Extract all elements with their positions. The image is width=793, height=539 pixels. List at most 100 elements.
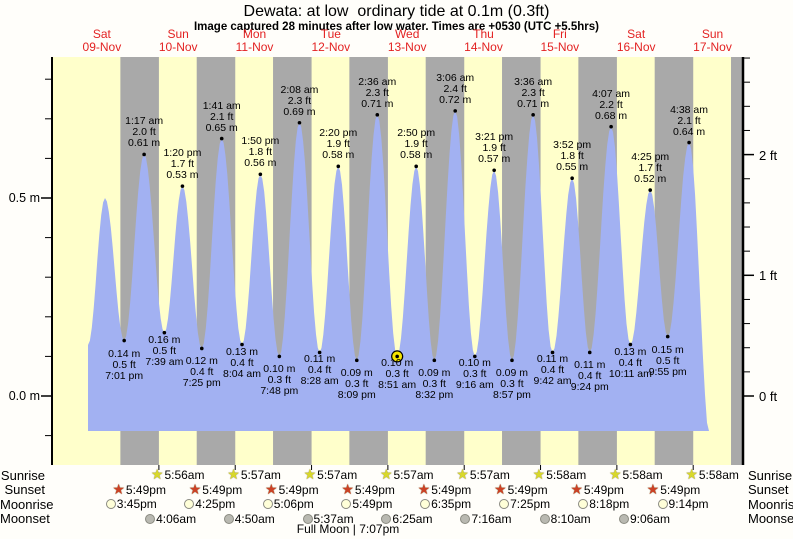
moonset-event: 6:25am [381,512,432,526]
moonrise-time: 9:14pm [668,497,709,511]
sunset-time: 5:49pm [660,482,701,497]
annotation-line: 0.3 ft [500,378,524,391]
moonset-moon-icon [381,513,392,524]
day-date: 15-Nov [540,40,580,54]
high-tide-dot [453,109,458,113]
low-tide-annotation: 0.14 m 0.5 ft 7:01 pm [82,348,166,382]
low-tide-annotation: 0.11 m 0.4 ft 9:42 am [511,354,595,387]
sunrise-star-icon: ★ [608,466,622,482]
annotation-line: 1.9 ft [404,138,428,151]
high-tide-annotation: 2:20 pm 1.9 ft 0.58 m [296,128,380,161]
annotation-line: 2.3 ft [287,94,312,107]
annotation-line: 8:32 pm [415,389,454,402]
annotation-line: 1.7 ft [170,158,195,171]
annotation-line: 0.09 m [418,367,451,380]
annotation-line: 0.55 m [556,161,589,174]
low-tide-annotation: 0.09 m 0.3 ft 8:09 pm [315,368,399,401]
low-tide-dot [199,346,204,351]
sunset-star-icon: ★ [265,480,278,497]
moonrise-event: 8:18pm [578,497,629,511]
annotation-line: 1:20 pm [163,147,202,160]
moonset-event: 8:10am [539,511,591,526]
high-tide-annotation: 2:36 am 2.3 ft 0.71 m [335,76,419,110]
low-tide-dot [665,334,670,339]
sunrise-time: 5:58am [698,468,739,482]
day-label: Tue 12-Nov [291,28,371,54]
moonrise-event: 4:25pm [184,497,235,511]
moonrise-time: 7:25pm [510,497,551,511]
day-date: 17-Nov [693,40,732,54]
moonset-time: 8:10am [550,511,591,526]
low-tide-dot [550,350,555,355]
moonrise-time: 3:45pm [116,497,157,511]
chart-subtitle: Image captured 28 minutes after low wate… [193,21,599,33]
day-date: 14-Nov [464,40,503,54]
annotation-line: 10:11 am [608,367,652,380]
sunrise-time: 5:58am [622,468,663,482]
sunrise-star-icon: ★ [379,466,393,482]
annotation-line: 0.3 ft [463,368,487,381]
moonrise-event: 5:06pm [262,497,314,511]
low-tide-annotation: 0.10 m 0.3 ft 8:51 am [355,358,439,391]
annotation-line: 2.1 ft [210,110,234,123]
sunset-time: 5:49pm [507,482,548,497]
annotation-line: 0.4 ft [578,370,602,383]
annotation-line: 0.3 ft [422,378,446,391]
annotation-line: 8:51 am [378,379,417,392]
annotation-line: 7:01 pm [105,369,144,382]
sunrise-time: 5:57am [469,468,510,482]
high-tide-dot [297,120,302,125]
annotation-line: 8:28 am [300,375,339,388]
annotation-line: 3:06 am [436,71,475,84]
sunset-time: 5:49pm [202,482,243,497]
right-axis-label: 0 ft [759,389,778,404]
annotation-line: 4:25 pm [631,151,670,164]
moonset-event: 7:16am [460,512,511,526]
sunrise-event: ★ 5:57am [227,467,281,482]
sunrise-star-icon: ★ [150,466,164,482]
moonrise-time: 5:49pm [352,497,393,511]
high-tide-annotation: 1:50 pm 1.8 ft 0.56 m [218,136,302,169]
annotation-line: 2.3 ft [521,86,545,99]
day-label: Sat 16-Nov [596,28,676,54]
annotation-line: 0.65 m [205,121,238,134]
high-tide-dot [531,113,535,117]
low-tide-dot [628,342,633,347]
row-label-moonset-right: Moonset [748,511,793,526]
row-label-moonrise-right: Moonrise [748,496,793,512]
high-tide-annotation: 2:08 am 2.3 ft 0.69 m [257,84,341,118]
row-label-moonset-left: Moonset [0,511,50,526]
row-label-sunrise-left: Sunrise [0,467,45,483]
high-tide-annotation: 4:07 am 2.2 ft 0.68 m [569,88,653,122]
moonset-time: 4:50am [234,511,275,526]
annotation-line: 0.10 m [263,363,296,376]
sunrise-time: 5:57am [317,468,358,482]
high-tide-dot [492,168,496,173]
moonset-time: 5:37am [313,511,354,526]
high-tide-dot [648,188,653,192]
low-tide-dot [354,358,359,363]
annotation-line: 1.8 ft [248,146,273,159]
moonrise-event: 7:25pm [499,497,550,511]
high-tide-annotation: 2:50 pm 1.9 ft 0.58 m [374,128,458,161]
annotation-line: 8:57 pm [492,389,531,402]
high-tide-dot [180,184,185,188]
annotation-line: 0.5 ft [152,344,177,357]
sunset-star-icon: ★ [570,480,583,497]
moonset-moon-icon [618,513,629,524]
annotation-line: 0.3 ft [267,374,291,387]
annotation-line: 0.53 m [166,169,199,182]
sunset-time: 5:49pm [583,482,624,497]
annotation-line: 0.13 m [225,345,259,358]
sunrise-time: 5:57am [240,468,281,482]
moonrise-time: 5:06pm [273,497,314,511]
moonset-moon-icon [223,513,234,524]
annotation-line: 9:16 am [455,379,494,392]
annotation-line: 1.8 ft [560,150,584,163]
day-date: 11-Nov [235,40,274,54]
tide-curve-area [88,110,711,432]
low-tide-annotation: 0.13 m 0.4 ft 8:04 am [200,345,284,380]
annotation-line: 0.10 m [381,357,414,370]
annotation-line: 1.9 ft [326,138,350,151]
